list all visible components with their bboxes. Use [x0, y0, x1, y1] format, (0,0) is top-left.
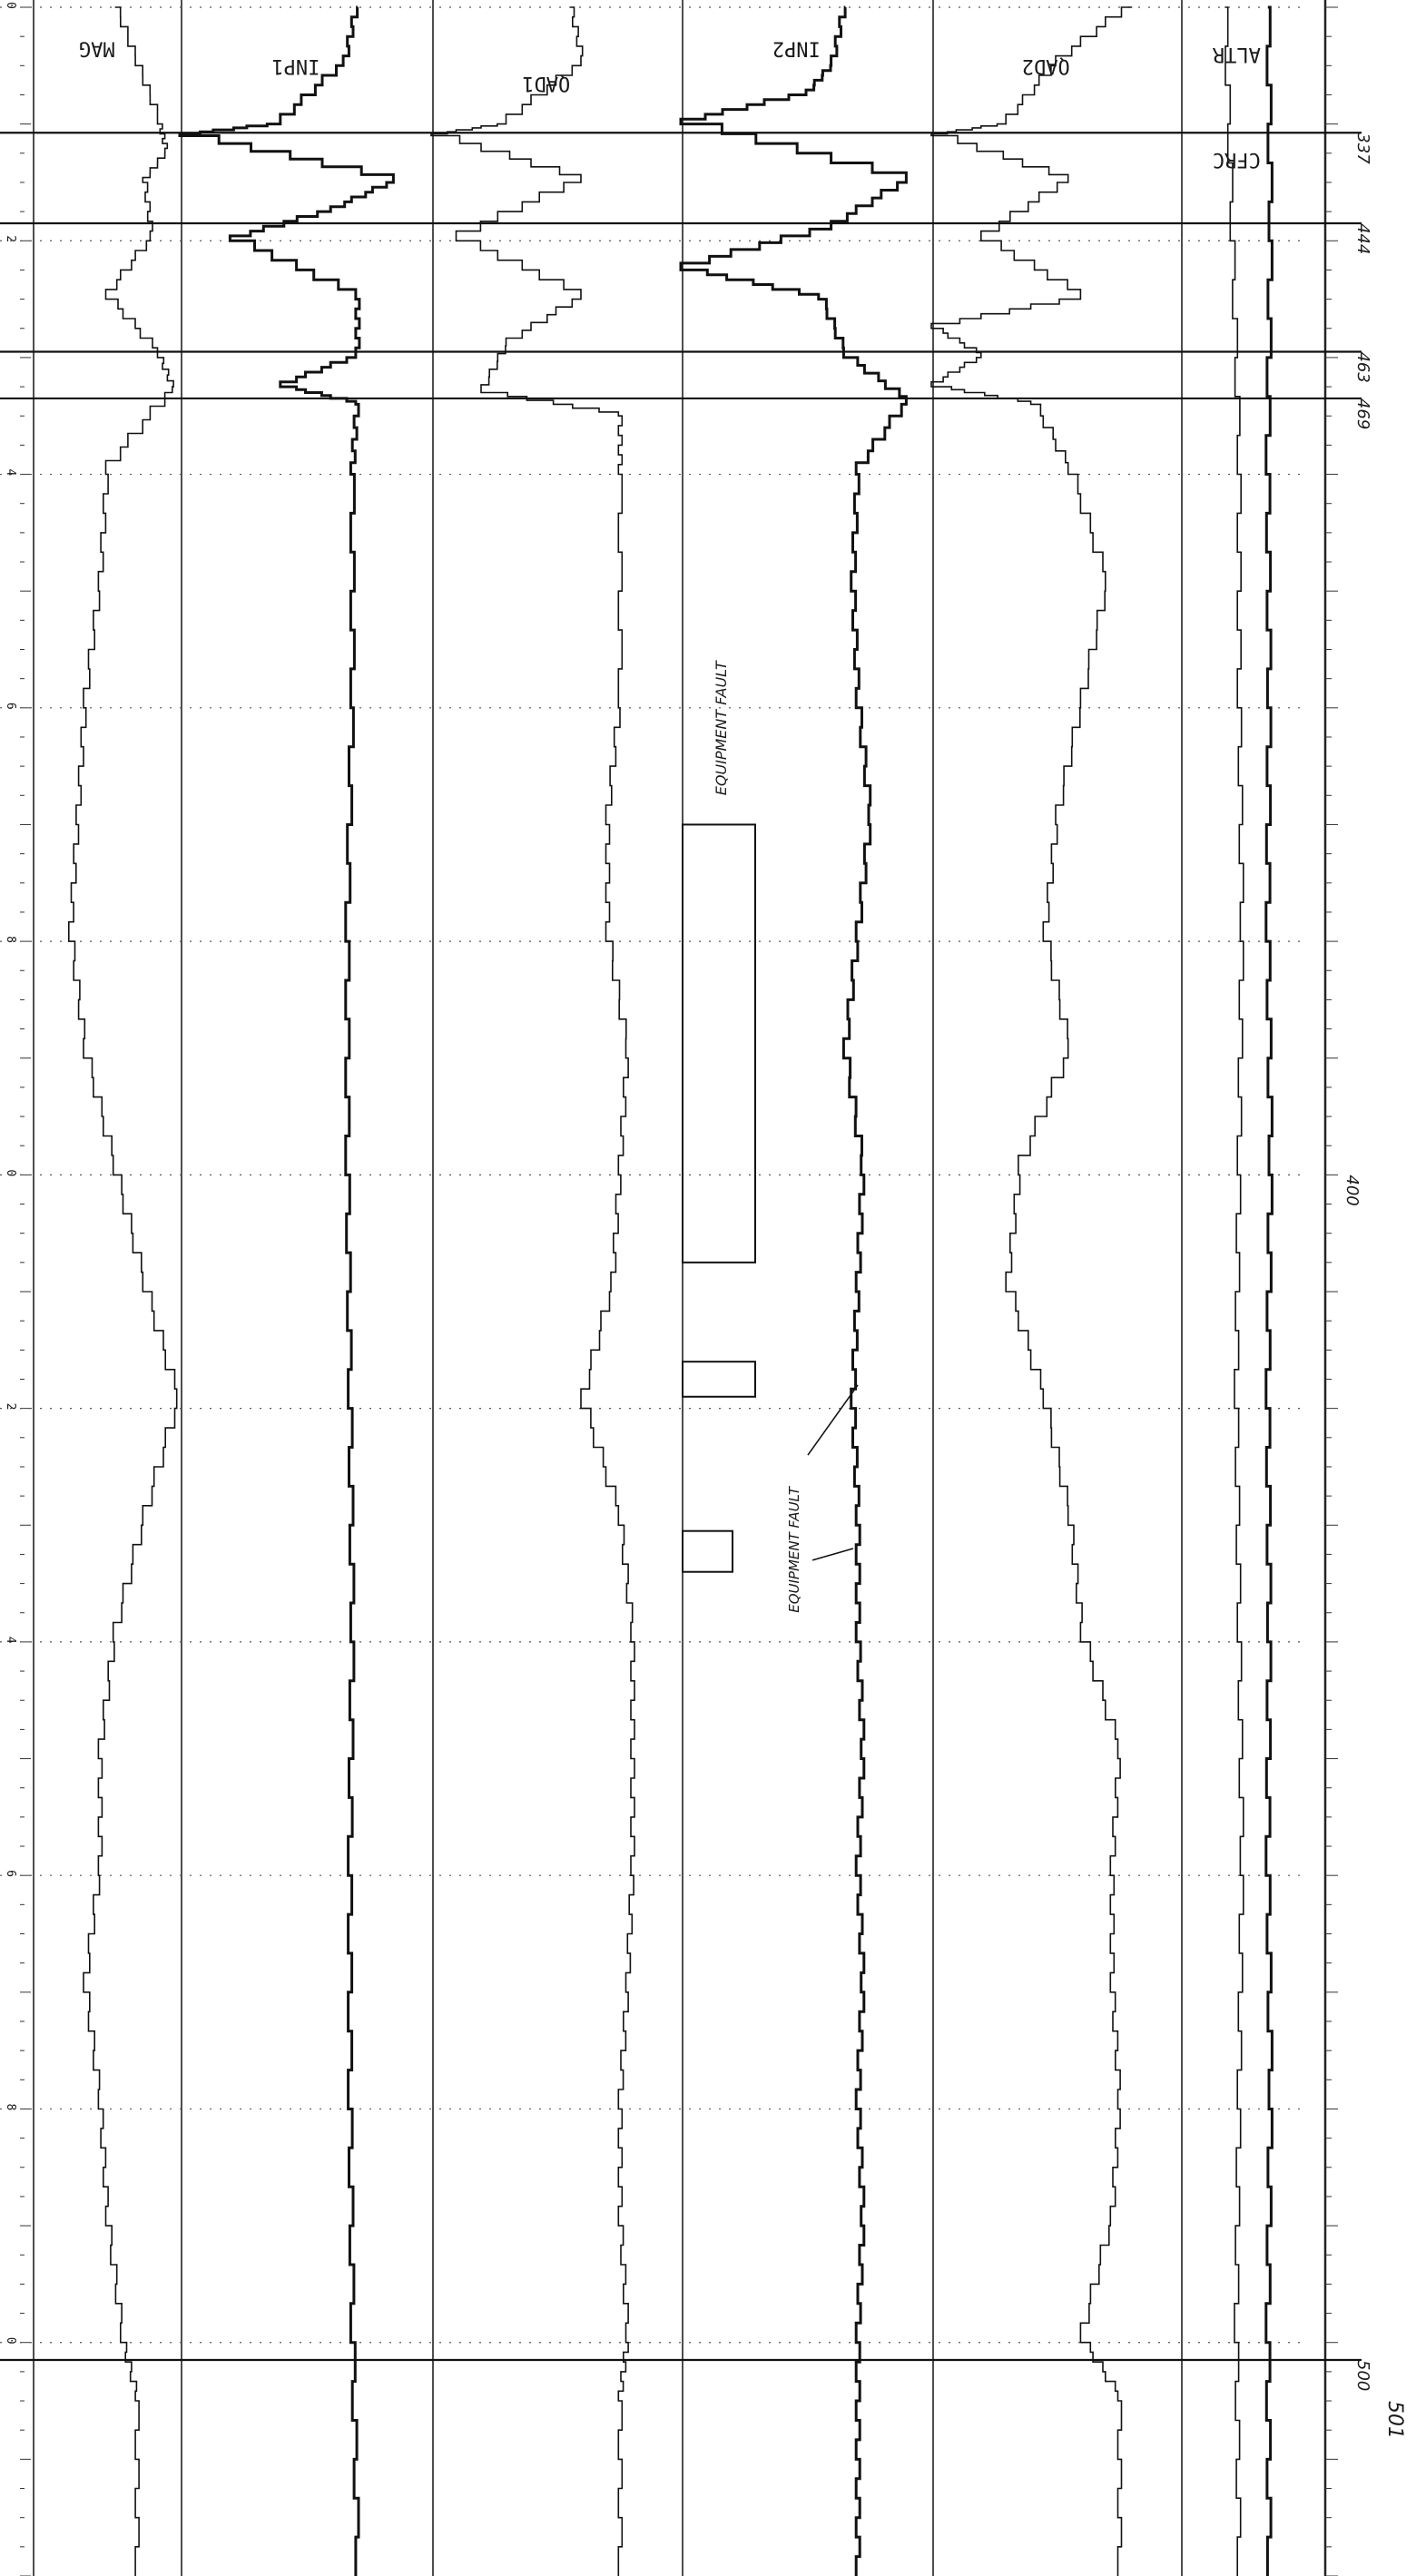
y-tick-label-2: 4: [4, 469, 17, 477]
event-label-4: 500: [1353, 2360, 1372, 2391]
y-tick-label-7: 4: [4, 1637, 17, 1644]
fault-box-3: [682, 1529, 733, 1573]
series-mag: [68, 6, 178, 2576]
annotation-equipment-fault-2: EQUIPMENT FAULT: [786, 1485, 802, 1613]
fault-box-2: [682, 1361, 756, 1398]
series-qad2: [930, 6, 1133, 2576]
y-tick-label-1: 2: [4, 235, 17, 242]
fault-box-1: [682, 823, 756, 1263]
channel-label-qad2: QAD2: [1022, 54, 1070, 77]
y-tick-label-9: 8: [4, 2103, 17, 2110]
y-tick-label-4: 8: [4, 936, 17, 943]
fault-arrow-2: [811, 1548, 854, 1561]
event-label-3: 469: [1353, 398, 1372, 429]
series-cfrc: [1224, 6, 1244, 2576]
y-tick-label-5: 0: [4, 1169, 17, 1176]
event-label-1: 444: [1353, 223, 1372, 254]
y-tick-label-0: 0: [4, 2, 17, 9]
channel-label-qad1: QAD1: [522, 72, 570, 94]
channel-label-mag: MAG: [79, 37, 115, 60]
series-qad1: [430, 6, 635, 2576]
y-tick-label-3: 6: [4, 703, 17, 710]
series-inp2: [679, 5, 908, 2576]
channel-label-inp2: INP2: [772, 37, 821, 60]
scale-note: 400: [1342, 1175, 1362, 1205]
event-label-2: 463: [1353, 351, 1372, 382]
channel-label-cfrc: CFRC: [1213, 148, 1261, 171]
y-tick-label-6: 2: [4, 1403, 17, 1411]
annotation-equipment-fault-1: EQUIPMENT FAULT: [713, 660, 730, 795]
channel-label-altr: ALTR: [1212, 43, 1261, 65]
series-altr: [1264, 5, 1274, 2576]
event-label-0: 337: [1353, 133, 1372, 164]
channel-label-inp1: INP1: [271, 54, 320, 77]
y-tick-label-10: 0: [4, 2337, 17, 2345]
fault-arrow-1: [807, 1384, 859, 1456]
y-tick-label-8: 6: [4, 1870, 17, 1877]
series-inp1: [178, 5, 395, 2576]
page-number: 501: [1383, 2401, 1406, 2439]
